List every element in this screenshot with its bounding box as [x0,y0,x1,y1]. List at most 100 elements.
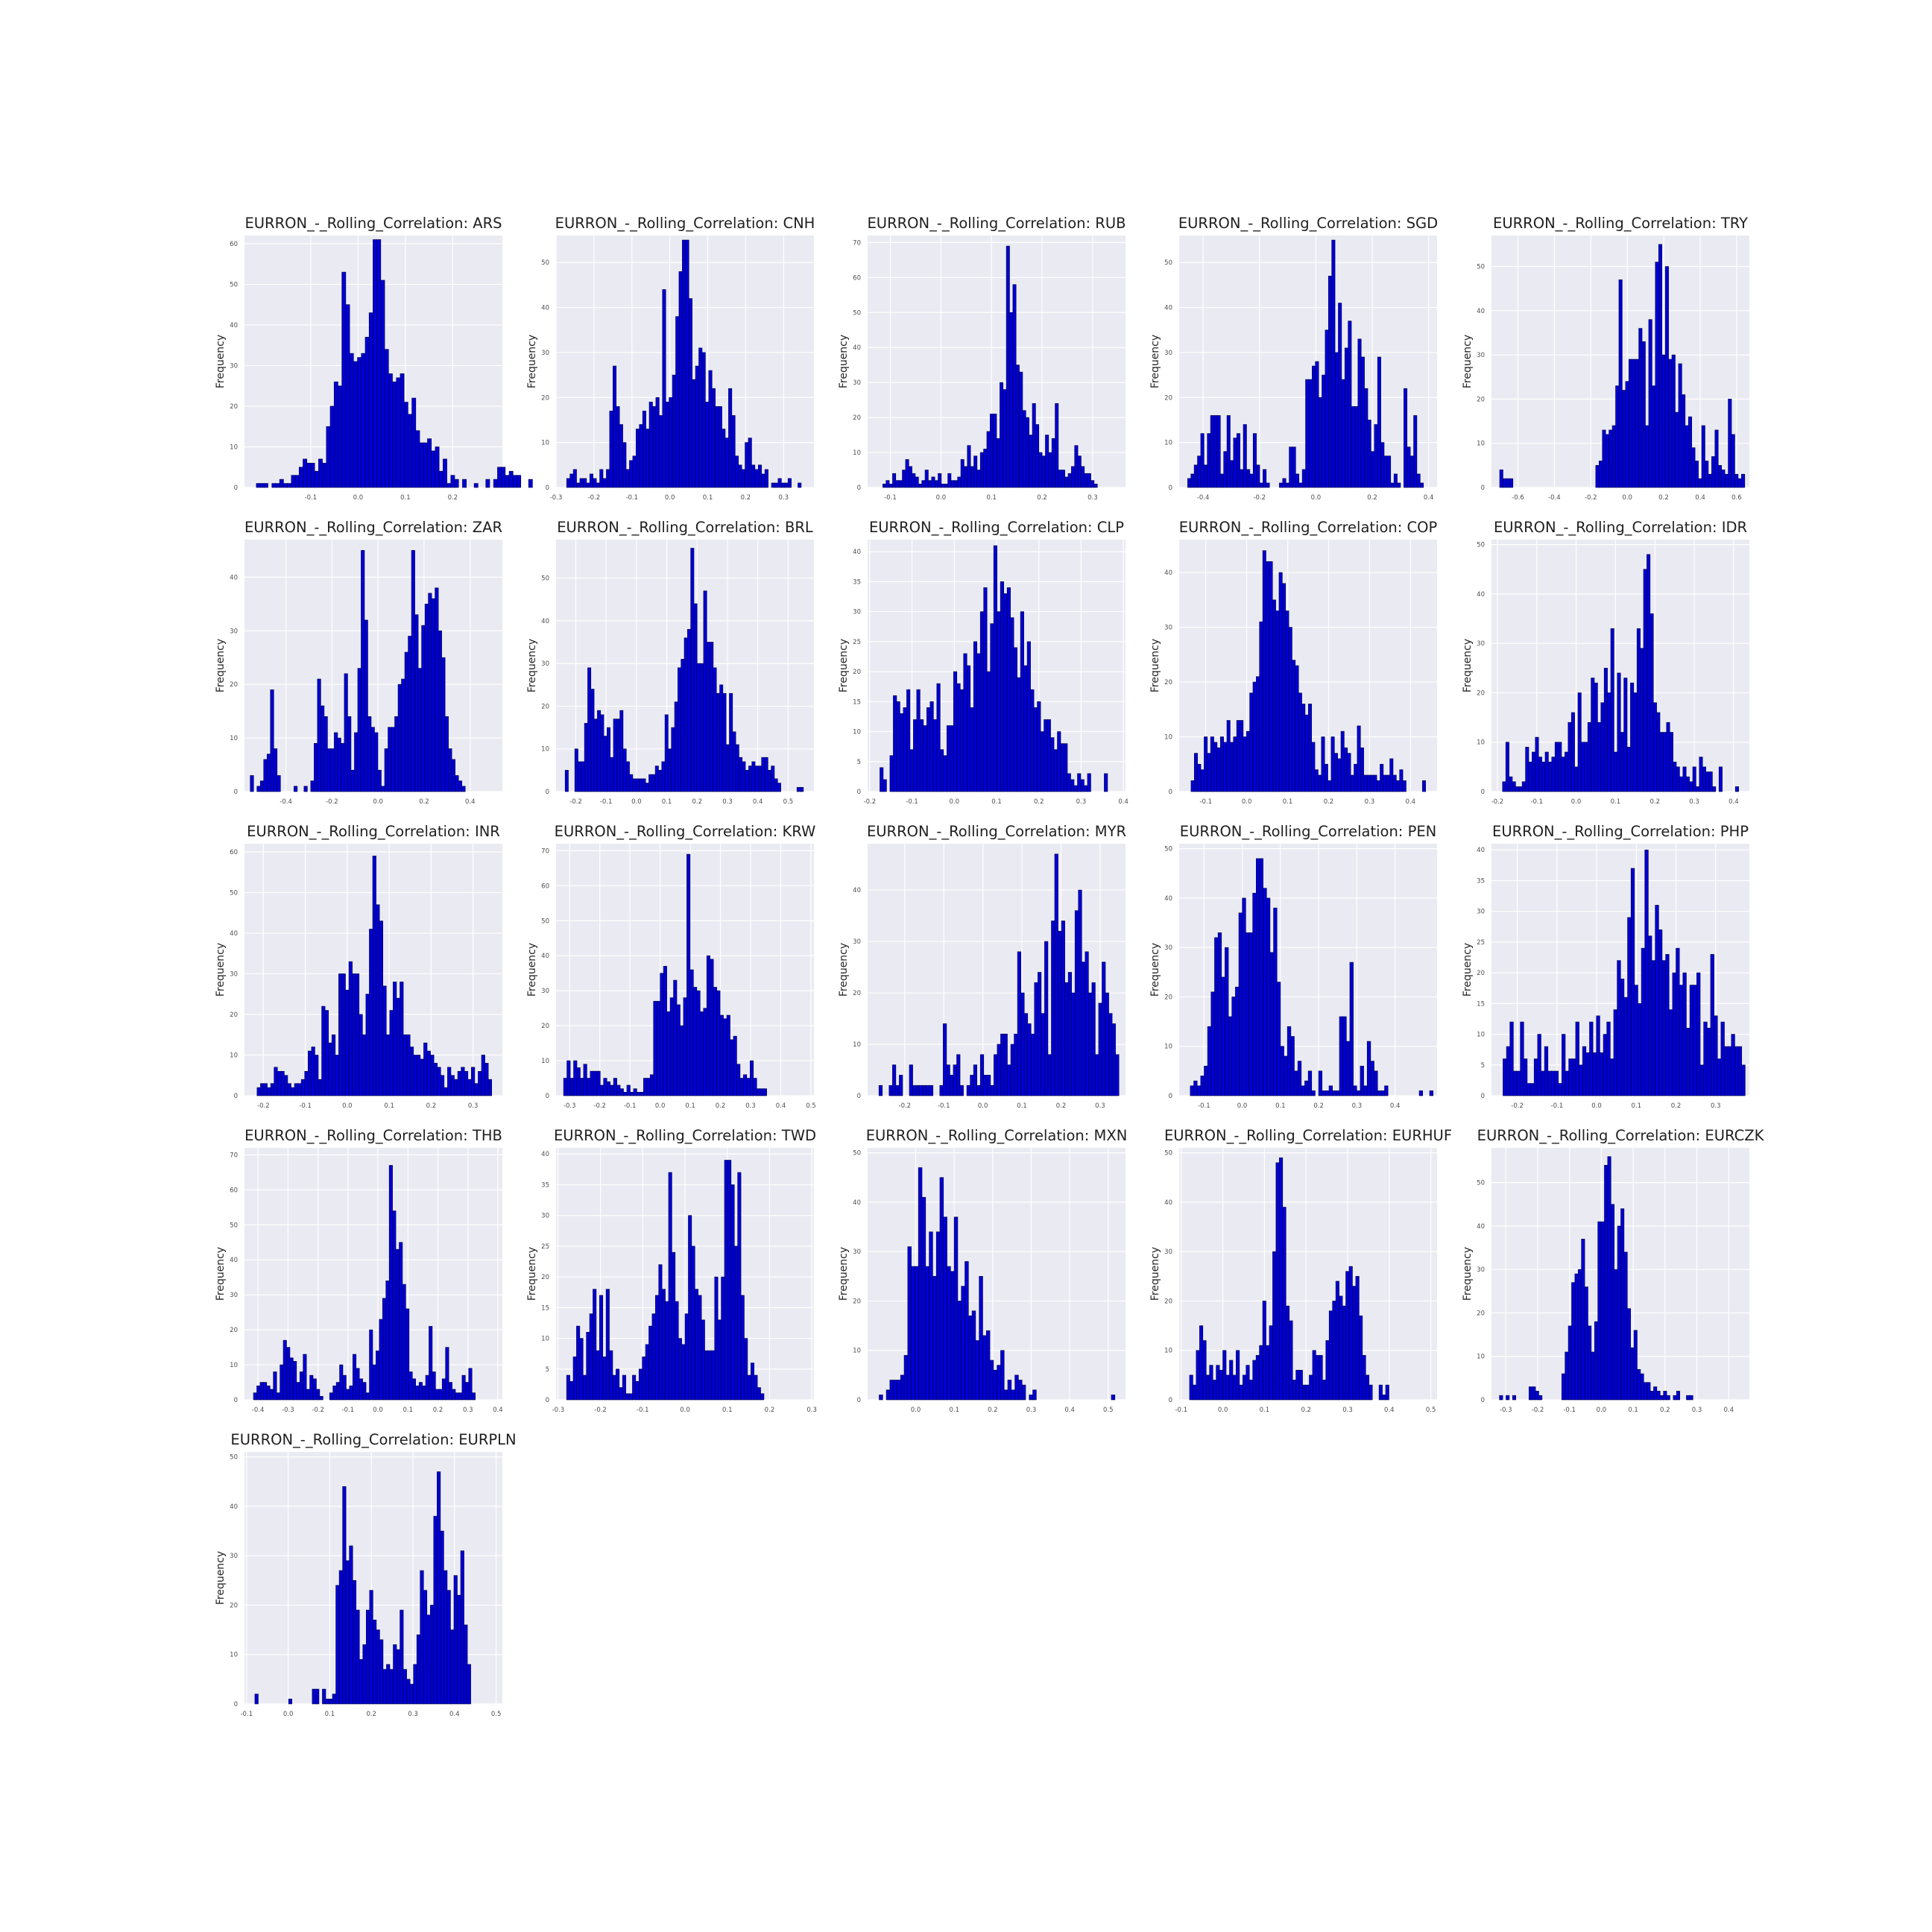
histogram-bar [1269,561,1273,792]
histogram-bar [693,987,698,1096]
histogram-bar [1030,1033,1035,1096]
histogram-bar [1676,947,1680,1096]
histogram-bar [1009,312,1014,488]
histogram-bar [457,1070,461,1096]
histogram-bar [678,667,681,792]
y-tick-label: 10 [853,729,861,736]
histogram-bar [1420,482,1424,488]
histogram-bar [1053,749,1058,792]
histogram-bar [1190,780,1195,792]
histogram-bar [403,402,408,488]
histogram-bar [612,365,617,488]
histogram-bar [1614,1269,1618,1401]
histogram-bar [580,1078,584,1096]
histogram-bar [692,379,696,488]
histogram-bar [590,1070,594,1096]
histogram-bar [654,765,659,792]
histogram-bar [665,402,669,488]
histogram-bar [263,1382,268,1401]
histogram-bar [1226,720,1231,792]
histogram-bar [1650,1391,1654,1401]
histogram-bar [450,1629,455,1705]
x-tick-label: 0.2 [419,798,429,806]
histogram-bar [929,701,934,792]
histogram-bar [638,1368,643,1401]
histogram-bar [1318,397,1322,488]
histogram-bar [1705,461,1709,488]
histogram-bar [279,479,284,488]
histogram-panel: EURRON_-_Rolling_Correlation: ZARFrequen… [215,519,502,806]
histogram-bar [312,1378,317,1401]
histogram-bar [256,786,261,792]
histogram-bar [997,1044,1001,1096]
x-tick-label: 0.2 [1313,1102,1324,1110]
histogram-bar [888,1085,893,1096]
histogram-bar [1298,692,1302,792]
histogram-bar [1416,473,1421,488]
histogram-bar [284,1075,288,1096]
histogram-bar [757,464,763,488]
histogram-bar [413,1055,417,1096]
histogram-bar [898,480,903,488]
x-tick-label: 0.4 [1384,1407,1395,1414]
histogram-bar [1081,466,1085,488]
x-tick-label: 0.2 [1301,1407,1311,1414]
histogram-bar [1607,692,1611,792]
histogram-bar [1538,1395,1543,1401]
histogram-bar [946,725,951,792]
histogram-bar [1073,785,1078,792]
histogram-bar [602,1356,607,1401]
histogram-bar [754,1374,758,1401]
histogram-bar [1701,425,1705,488]
histogram-bar [1339,1295,1343,1401]
histogram-bar [1565,1070,1569,1096]
histogram-bar [607,727,610,792]
histogram-bar [1717,465,1722,488]
histogram-bar [668,748,672,792]
x-tick-label: 0.1 [1283,798,1293,806]
histogram-bar [1285,1305,1290,1401]
histogram-bar [450,475,455,488]
histogram-bar [1207,433,1211,488]
x-tick-label: 0.3 [1095,1102,1105,1110]
y-tick-label: 40 [230,574,238,581]
histogram-bar [1544,1046,1549,1096]
histogram-bar [1000,382,1004,488]
histogram-bar [993,545,997,792]
histogram-panel: EURRON_-_Rolling_Correlation: EURHUFFreq… [1149,1127,1452,1414]
histogram-bar [1503,1058,1507,1096]
y-tick-label: 30 [1164,1248,1172,1256]
x-tick-label: 0.4 [1424,494,1434,502]
histogram-bar [764,757,768,792]
histogram-bar [979,452,984,488]
histogram-bar [454,479,459,488]
histogram-bar [1605,434,1609,488]
histogram-bar [695,365,699,488]
histogram-bar [757,1387,761,1401]
histogram-bar [332,1385,337,1401]
histogram-bar [787,478,792,488]
histogram-bar [1418,1090,1424,1096]
histogram-bar [1541,1070,1545,1096]
y-tick-label: 30 [1477,352,1485,359]
histogram-bar [1298,1369,1303,1401]
histogram-bar [1515,786,1520,792]
y-axis-label: Frequency [215,1247,227,1301]
x-tick-label: 0.4 [776,1102,786,1110]
x-tick-label: 0.0 [1218,1407,1228,1414]
histogram-bar [929,1231,933,1401]
histogram-bar [1212,1380,1216,1401]
histogram-bar [1217,932,1222,1096]
y-tick-label: 40 [853,549,861,556]
histogram-bar [329,1392,333,1401]
histogram-bar [429,1605,435,1705]
histogram-bar [919,1085,924,1096]
x-tick-label: 0.1 [1632,1102,1642,1110]
y-tick-label: 40 [230,1503,238,1511]
histogram-bar [1248,932,1253,1096]
histogram-bar [1696,786,1700,792]
y-tick-label: 20 [541,703,549,710]
histogram-bar [1034,982,1038,1096]
x-tick-label: 0.3 [408,1711,418,1718]
histogram-bar [973,455,978,488]
